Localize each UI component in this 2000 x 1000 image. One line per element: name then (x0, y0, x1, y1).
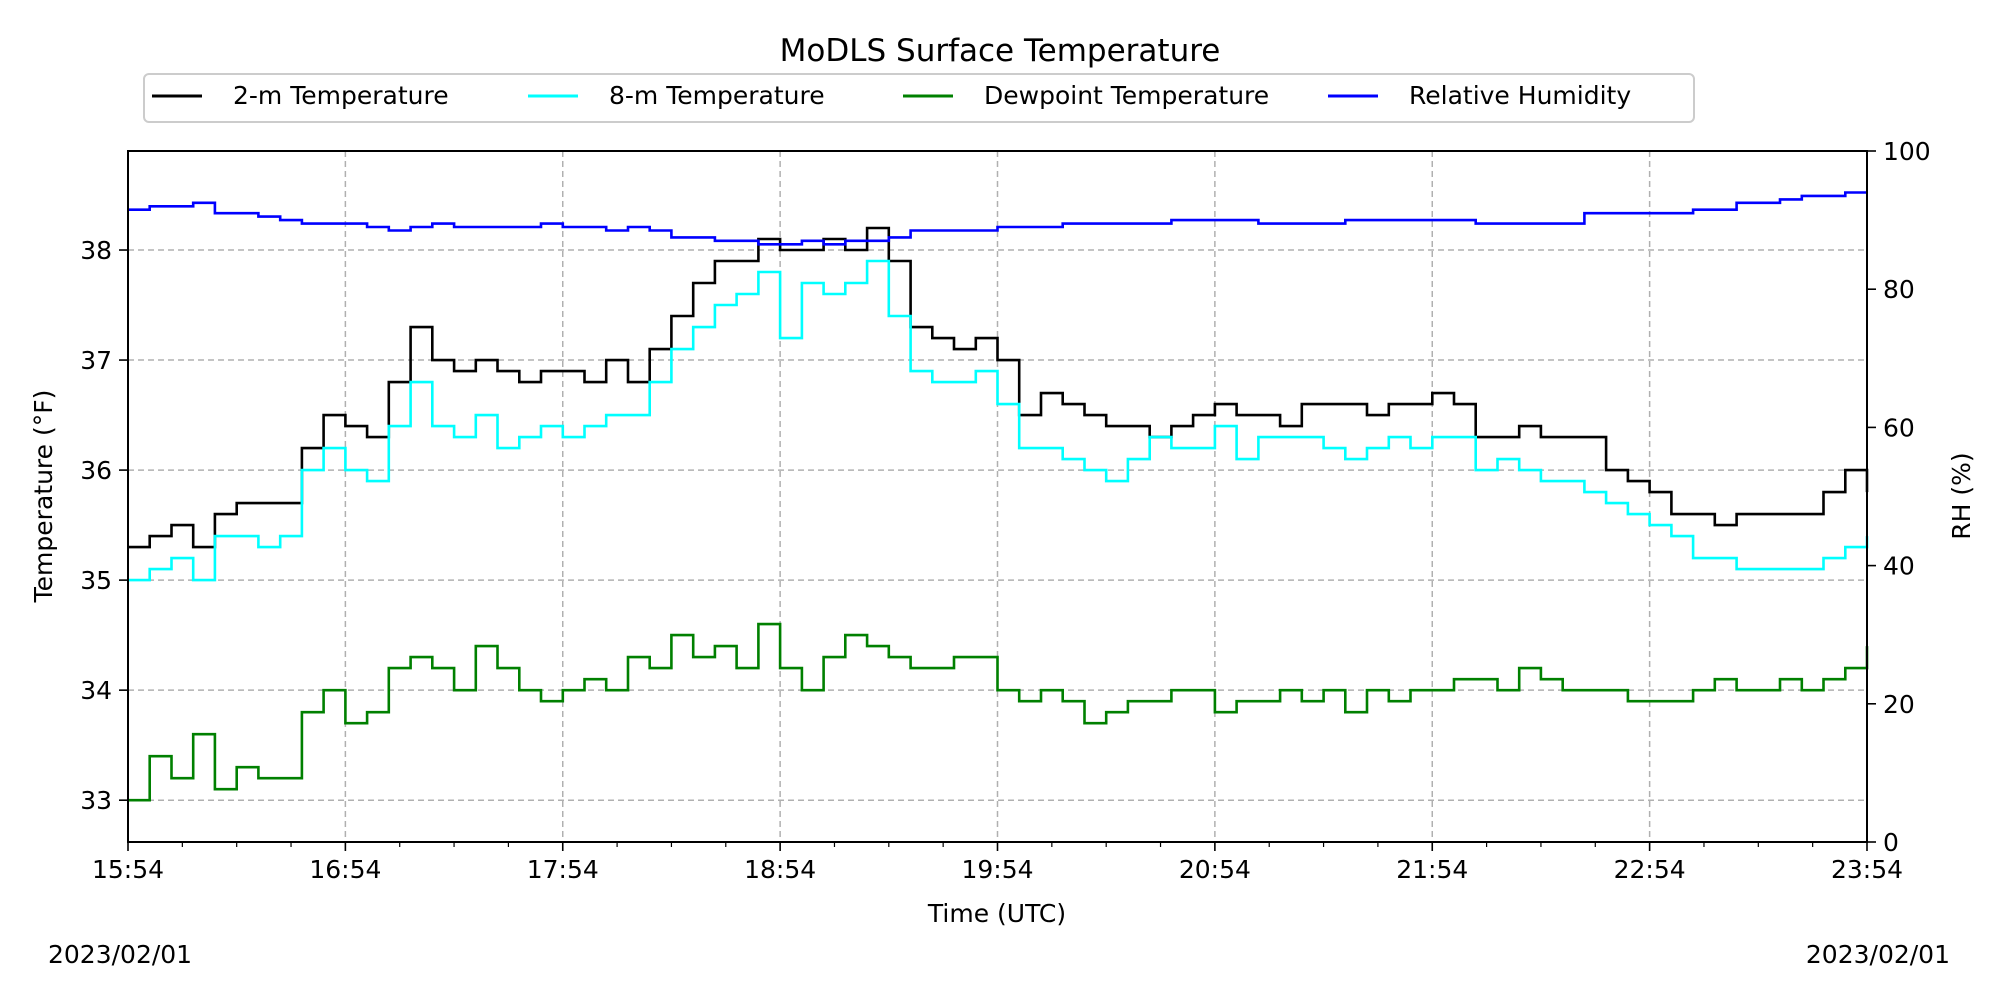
x-axis-label: Time (UTC) (927, 899, 1066, 928)
y-axis-right: 0 20 40 60 80 100 (1867, 137, 1931, 857)
x-tick-label: 21:54 (1396, 855, 1468, 884)
y-axis-label-right: RH (%) (1947, 452, 1976, 539)
y-tick-label-left: 36 (80, 456, 112, 485)
x-tick-label: 18:54 (744, 855, 816, 884)
y-axis-left: 33 34 35 36 37 38 (80, 236, 128, 815)
y-tick-label-right: 60 (1883, 413, 1915, 442)
x-tick-label: 22:54 (1614, 855, 1686, 884)
y-tick-label-left: 34 (80, 676, 112, 705)
series-line-2-m-temperature (128, 226, 1869, 549)
legend-label-dewpoint-temperature: Dewpoint Temperature (984, 81, 1269, 110)
legend-label-relative-humidity: Relative Humidity (1409, 81, 1631, 110)
x-tick-label: 16:54 (309, 855, 381, 884)
x-tick-label: 15:54 (92, 855, 164, 884)
y-tick-label-left: 37 (80, 346, 112, 375)
y-axis-label-left: Temperature (°F) (29, 390, 58, 604)
x-tick-label: 20:54 (1179, 855, 1251, 884)
y-tick-label-left: 38 (80, 236, 112, 265)
chart-title: MoDLS Surface Temperature (780, 33, 1221, 69)
series-line-8-m-temperature (128, 259, 1869, 582)
y-tick-label-right: 100 (1883, 137, 1931, 166)
y-tick-label-left: 33 (80, 786, 112, 815)
legend-label-8-m-temperature: 8-m Temperature (609, 81, 825, 110)
x-axis: 15:54 16:54 17:54 18:54 19:54 20:54 21:54 22:54… (92, 842, 1903, 884)
y-tick-label-left: 35 (80, 566, 112, 595)
legend-box (143, 73, 1695, 123)
series-layer (128, 191, 1869, 802)
x-tick-label: 19:54 (961, 855, 1033, 884)
y-tick-label-right: 20 (1883, 690, 1915, 719)
date-label-left: 2023/02/01 (48, 940, 193, 969)
x-tick-label: 23:54 (1831, 855, 1903, 884)
series-line-dewpoint-temperature (128, 622, 1869, 802)
y-tick-label-right: 40 (1883, 552, 1915, 581)
y-tick-label-right: 80 (1883, 275, 1915, 304)
grid-lines (128, 151, 1867, 842)
y-tick-label-right: 0 (1883, 828, 1899, 857)
series-line-relative-humidity (128, 191, 1867, 246)
date-label-right: 2023/02/01 (1805, 940, 1950, 969)
legend-label-2-m-temperature: 2-m Temperature (233, 81, 449, 110)
legend: 2-m Temperature 8-m Temperature Dewpoint T… (143, 73, 1695, 123)
x-tick-label: 17:54 (527, 855, 599, 884)
